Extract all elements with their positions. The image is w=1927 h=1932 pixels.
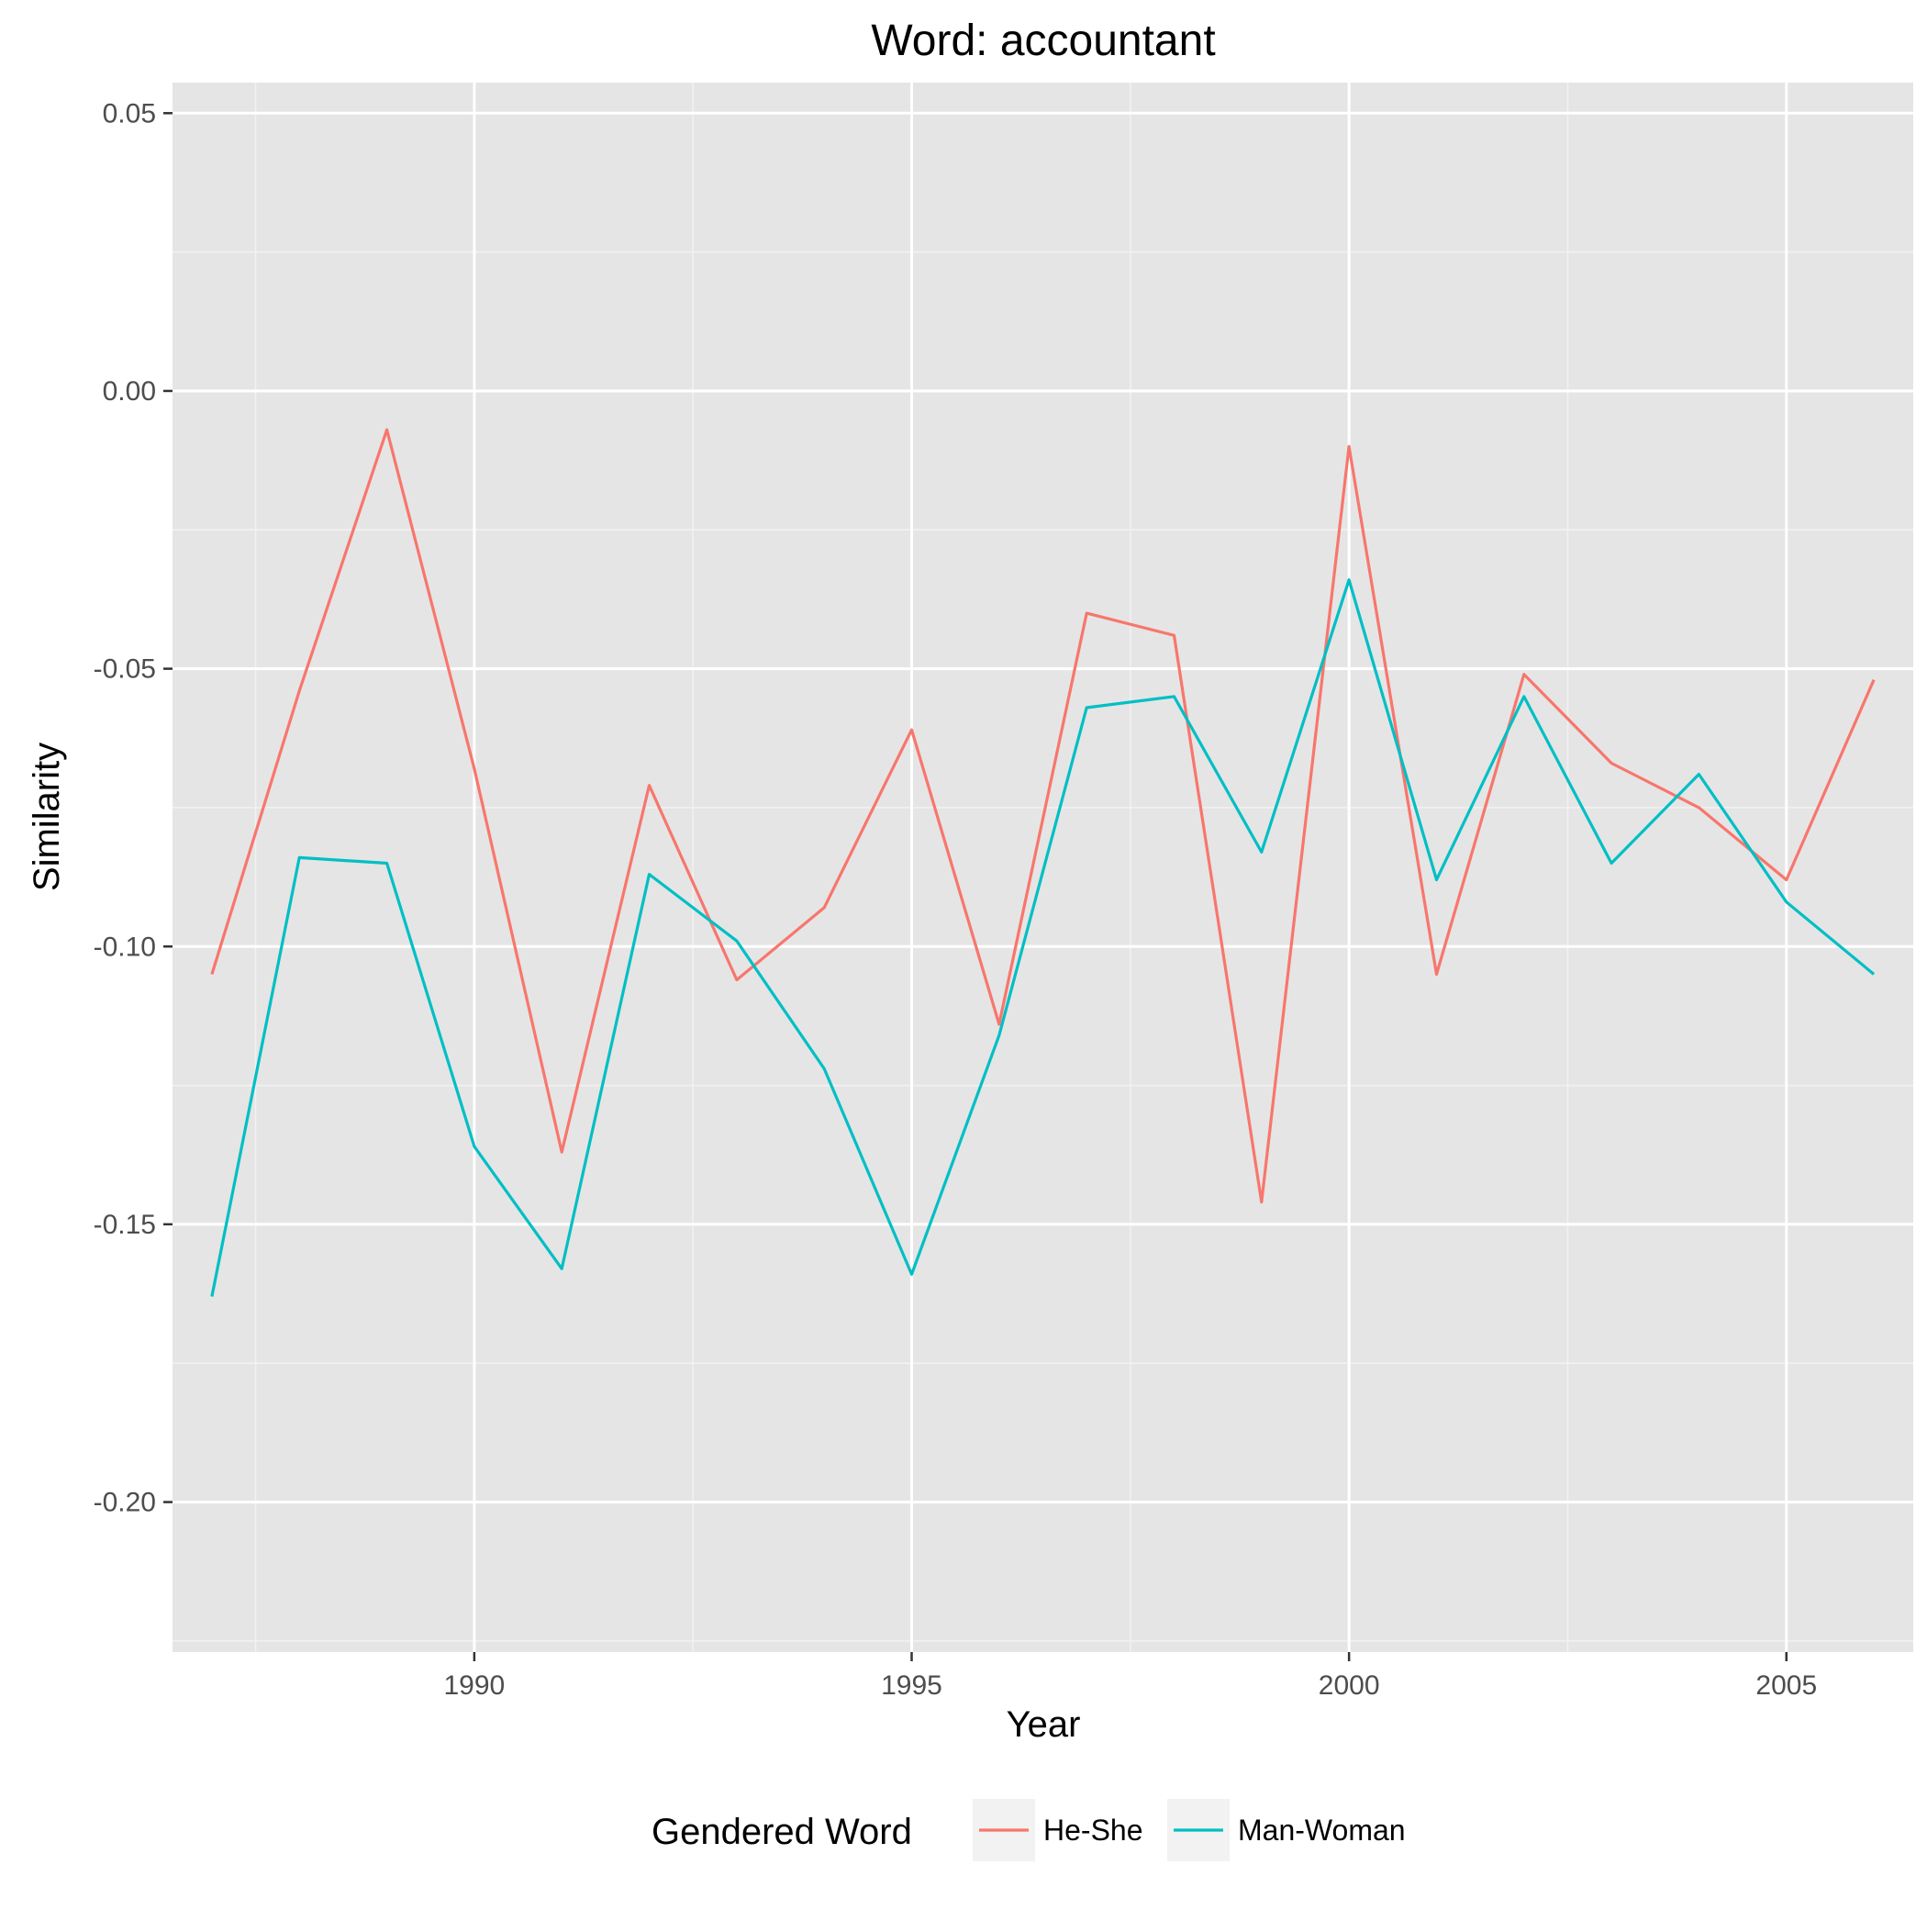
legend: Gendered Word He-She Man-Woman — [652, 1799, 1406, 1861]
y-tick-label: 0.05 — [103, 98, 156, 128]
y-tick-label: 0.00 — [103, 376, 156, 407]
axes: -0.20 -0.15 -0.10 -0.05 0.00 0.05 1990 1995 2000… — [94, 98, 1818, 1701]
series-line-he-she — [210, 428, 1876, 1204]
x-tick-label: 1990 — [444, 1670, 506, 1701]
x-tick-label: 2005 — [1755, 1670, 1817, 1701]
series-line-man-woman — [210, 578, 1876, 1297]
x-axis-title: Year — [1007, 1704, 1081, 1745]
legend-label-he-she: He-She — [1043, 1814, 1143, 1847]
y-tick-label: -0.15 — [94, 1210, 156, 1240]
y-tick-label: -0.05 — [94, 654, 156, 685]
x-tick-label: 1995 — [881, 1670, 942, 1701]
plot-panel — [173, 83, 1913, 1652]
y-tick-label: -0.10 — [94, 932, 156, 962]
legend-title: Gendered Word — [652, 1812, 912, 1852]
series-layer — [210, 428, 1876, 1297]
legend-label-man-woman: Man-Woman — [1238, 1814, 1406, 1847]
chart-title: Word: accountant — [871, 17, 1215, 65]
y-axis-title: Similarity — [27, 743, 67, 891]
x-tick-label: 2000 — [1319, 1670, 1380, 1701]
y-tick-label: -0.20 — [94, 1488, 156, 1518]
